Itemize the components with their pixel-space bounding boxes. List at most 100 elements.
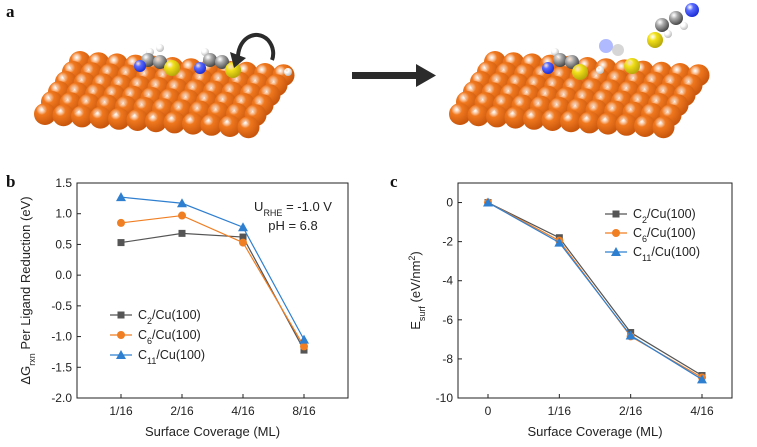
x-tick-label: 8/16 xyxy=(292,404,316,418)
copper-atom xyxy=(237,116,260,139)
x-tick-label: 4/16 xyxy=(690,404,714,418)
carbon-atom xyxy=(655,18,669,32)
y-tick-label: 1.5 xyxy=(55,176,72,190)
data-point xyxy=(178,229,186,237)
legend-label: C2/Cu(100) xyxy=(138,308,201,326)
data-point xyxy=(117,239,125,247)
y-tick-label: -6 xyxy=(442,313,453,327)
sulfur-atom xyxy=(647,32,663,48)
plot-frame xyxy=(76,182,349,399)
copper-atom xyxy=(163,111,186,134)
sulfur-atom xyxy=(225,62,241,78)
copper-atom xyxy=(89,106,112,129)
nitrogen-atom-faded xyxy=(599,39,613,53)
carbon-atom-faded xyxy=(612,44,624,56)
legend-marker xyxy=(116,350,126,359)
copper-atom xyxy=(108,107,130,130)
sulfur-atom xyxy=(572,64,588,80)
series-line xyxy=(487,202,703,380)
data-point xyxy=(177,198,187,208)
copper-atom xyxy=(597,112,619,135)
copper-atom xyxy=(126,109,149,131)
copper-atom xyxy=(634,115,656,137)
copper-atom xyxy=(615,113,638,136)
annotation-potential: URHE = -1.0 V xyxy=(254,199,332,218)
y-tick-label: -10 xyxy=(436,391,454,405)
hydrogen-atom xyxy=(596,66,604,74)
data-point xyxy=(239,238,247,247)
plot-frame xyxy=(457,182,733,399)
carbon-atom xyxy=(215,55,229,69)
series-line xyxy=(120,196,305,340)
legend-marker xyxy=(612,229,620,237)
legend-marker xyxy=(612,210,620,218)
y-tick-label: -2 xyxy=(442,235,453,249)
x-tick-label: 1/16 xyxy=(109,404,133,418)
adsorbed-ligands-initial xyxy=(134,44,292,78)
y-tick-label: -0.5 xyxy=(51,299,72,313)
legend-label: C11/Cu(100) xyxy=(138,348,205,366)
copper-atom xyxy=(578,111,601,134)
legend-label: C11/Cu(100) xyxy=(633,245,700,263)
copper-atom xyxy=(541,109,564,131)
copper-slab-final xyxy=(449,51,710,139)
carbon-atom xyxy=(203,53,217,67)
x-tick-label: 2/16 xyxy=(170,404,194,418)
legend-label: C2/Cu(100) xyxy=(633,207,696,225)
panel-label-b: b xyxy=(6,172,16,191)
carbon-atom xyxy=(669,11,683,25)
legend-marker xyxy=(611,247,621,256)
nitrogen-atom xyxy=(194,62,206,74)
x-tick-label: 4/16 xyxy=(231,404,255,418)
y-tick-label: 0 xyxy=(446,196,453,210)
hydrogen-atom xyxy=(664,30,672,38)
y-tick-label: 1.0 xyxy=(55,207,72,221)
series-line xyxy=(487,202,703,377)
ligands-final xyxy=(542,3,699,80)
data-point xyxy=(300,342,308,351)
carbon-atom xyxy=(153,55,167,69)
x-axis-title: Surface Coverage (ML) xyxy=(527,424,662,439)
legend-label: C6/Cu(100) xyxy=(138,328,201,346)
hydrogen-atom xyxy=(680,22,688,30)
panel-label-c: c xyxy=(390,172,398,191)
copper-atom xyxy=(71,105,93,128)
copper-atom xyxy=(467,104,490,127)
y-tick-label: 0.0 xyxy=(55,268,72,282)
x-tick-label: 1/16 xyxy=(548,404,572,418)
copper-atom xyxy=(486,105,508,128)
nitrogen-atom xyxy=(542,62,554,74)
y-tick-label: -2.0 xyxy=(51,391,72,405)
curved-arrow-icon xyxy=(230,33,276,68)
data-point xyxy=(554,237,565,247)
carbon-atom xyxy=(553,53,567,67)
x-axis-title: Surface Coverage (ML) xyxy=(145,424,280,439)
data-point xyxy=(483,197,493,207)
data-point xyxy=(697,374,707,384)
copper-atom xyxy=(52,104,75,127)
y-axis-title: ΔGrxn Per Ligand Reduction (eV) xyxy=(18,196,37,384)
x-tick-label: 0 xyxy=(485,404,492,418)
sulfur-atom xyxy=(164,60,180,76)
copper-atom xyxy=(560,110,582,133)
copper-atom xyxy=(219,115,241,137)
copper-atom xyxy=(504,106,527,129)
x-tick-label: 2/16 xyxy=(619,404,643,418)
copper-atom xyxy=(34,103,56,125)
data-point xyxy=(625,330,636,340)
sulfur-atom xyxy=(624,58,640,74)
nitrogen-atom xyxy=(685,3,699,17)
series-line xyxy=(120,214,305,347)
data-point xyxy=(117,218,125,227)
legend-label: C6/Cu(100) xyxy=(633,226,696,244)
copper-atom xyxy=(145,110,167,133)
copper-slab-initial xyxy=(34,51,295,139)
y-tick-label: 0.5 xyxy=(55,237,72,251)
reaction-illustration xyxy=(34,3,710,139)
data-point xyxy=(238,222,248,232)
panel-label-a: a xyxy=(6,2,15,21)
annotation-ph: pH = 6.8 xyxy=(268,218,318,233)
copper-atom xyxy=(523,107,545,130)
copper-atom xyxy=(200,113,223,136)
